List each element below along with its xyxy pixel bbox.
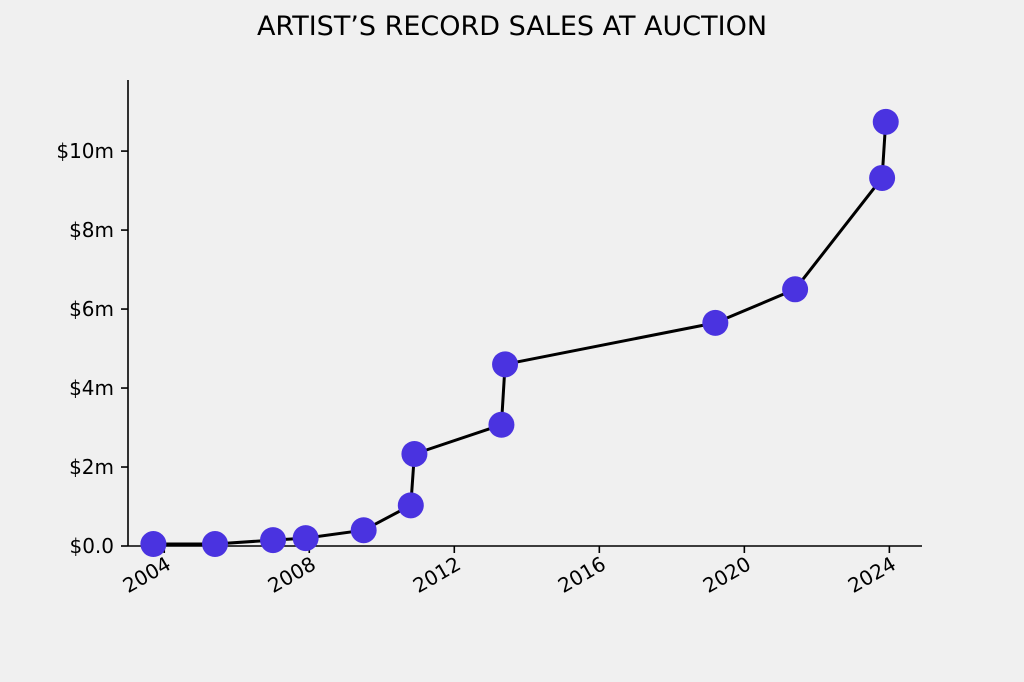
x-tick-label: 2020 — [699, 552, 755, 598]
data-point — [202, 531, 229, 558]
y-tick-label: $4m — [69, 376, 114, 400]
y-tick-label: $2m — [69, 455, 114, 479]
data-point — [492, 351, 519, 378]
y-tick-label: $10m — [56, 139, 114, 163]
x-tick-label: 2004 — [119, 552, 175, 598]
data-marks — [140, 108, 899, 558]
data-point — [401, 440, 428, 467]
data-point — [702, 309, 729, 336]
data-point — [782, 276, 809, 303]
data-point — [292, 525, 319, 552]
x-tick-label: 2016 — [554, 552, 610, 598]
chart-title: ARTIST’S RECORD SALES AT AUCTION — [257, 11, 767, 42]
data-point — [350, 517, 377, 544]
data-point — [397, 492, 424, 519]
y-tick-label: $6m — [69, 297, 114, 321]
y-tick-label: $0.0 — [69, 534, 114, 558]
x-tick-label: 2024 — [844, 552, 900, 598]
axes: $0.0 $2m $4m $6m $8m $10m 2004 2008 2012 2016 2020… — [56, 80, 922, 598]
data-point — [872, 108, 899, 135]
y-tick-label: $8m — [69, 218, 114, 242]
data-point — [869, 164, 896, 191]
data-point — [140, 531, 167, 558]
data-point — [488, 411, 515, 438]
series-line — [153, 121, 888, 546]
data-point — [260, 527, 287, 554]
x-tick-label: 2012 — [409, 552, 465, 598]
x-tick-label: 2008 — [264, 552, 320, 598]
